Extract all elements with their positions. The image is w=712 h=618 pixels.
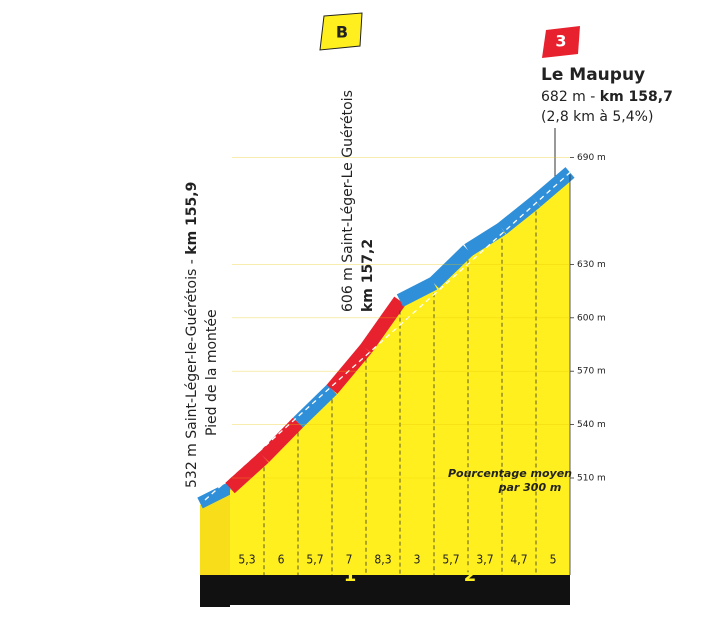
profile-base-side	[200, 575, 230, 607]
profile-segment	[468, 230, 502, 576]
sprint-label: 606 m Saint-Léger-Le Guérétois	[340, 90, 356, 312]
summit-title: Le Maupuy	[541, 65, 645, 85]
segment-label: 5	[550, 553, 557, 567]
start-note: Pied de la montée	[204, 309, 220, 436]
y-tick-label: 510 m	[577, 474, 606, 484]
segment-label: 3,7	[476, 553, 493, 567]
profile-segment	[502, 203, 536, 576]
start-elevation: 532 m Saint-Léger-le-Guérétois -	[184, 255, 200, 488]
y-tick-label: 600 m	[577, 313, 606, 323]
start-label: 532 m Saint-Léger-le-Guérétois - km 155,…	[184, 182, 200, 488]
sprint-flag	[319, 12, 363, 51]
legend-text: Pourcentage moyen	[448, 467, 572, 480]
segment-label: 5,3	[238, 553, 255, 567]
summit-elevation: 682 m -	[541, 89, 600, 105]
ribbon-cap	[197, 482, 233, 509]
y-tick-label: 540 m	[577, 420, 606, 430]
km-marker: 1	[344, 565, 357, 586]
start-km: km 155,9	[184, 182, 200, 255]
legend-text: par 300 m	[498, 481, 562, 494]
plot: 5,3 6 5,7 7 8,3 3 5,7 3,7 4,7 5 1 2 510 m 540 m 570 m 6…	[204, 153, 606, 586]
y-tick-label: 690 m	[577, 153, 606, 163]
category-marker: 3	[555, 32, 566, 51]
segment-label: 6	[278, 553, 285, 567]
ribbon-centerline	[204, 171, 571, 501]
segment-label: 5,7	[442, 553, 459, 567]
ribbon-segment	[464, 222, 506, 257]
summit-note: (2,8 km à 5,4%)	[541, 109, 653, 125]
profile-segment	[536, 174, 570, 576]
summit-info: 682 m - km 158,7	[541, 89, 673, 105]
profile-segment	[332, 350, 366, 575]
y-tick-label: 570 m	[577, 367, 606, 377]
segment-label: 4,7	[510, 553, 527, 567]
category-flag	[542, 26, 580, 58]
summit-km: km 158,7	[600, 89, 673, 105]
ribbon-segment	[225, 452, 269, 494]
y-tick-label: 630 m	[577, 260, 606, 270]
km-marker: 2	[464, 565, 477, 586]
ribbon-segment	[497, 196, 541, 235]
segment-label: 5,7	[306, 553, 323, 567]
segment-label: 8,3	[374, 553, 391, 567]
ribbon-segment	[396, 277, 438, 307]
profile-segment	[264, 424, 298, 575]
ribbon-segment	[429, 245, 473, 289]
profile-segment	[366, 302, 400, 575]
sprint-marker: B	[336, 23, 348, 42]
segment-label: 3	[414, 553, 421, 567]
profile-base	[230, 575, 570, 605]
ribbon-segment	[360, 296, 406, 353]
profile-segment	[434, 252, 468, 575]
ribbon-segment	[258, 417, 304, 463]
ribbon-segment	[293, 384, 337, 428]
profile-side	[200, 490, 230, 575]
sprint-km: km 157,2	[360, 239, 376, 312]
segment-label: 7	[346, 553, 353, 567]
profile-segment	[298, 391, 332, 575]
profile-segment	[400, 285, 434, 575]
ribbon-segment	[326, 344, 372, 394]
